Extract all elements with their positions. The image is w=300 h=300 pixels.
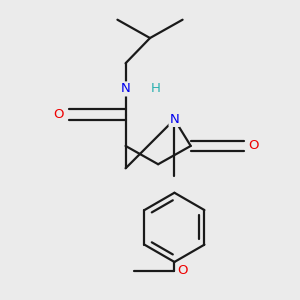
Text: N: N [169, 113, 179, 126]
Text: N: N [121, 82, 130, 95]
Text: O: O [53, 108, 64, 121]
Text: H: H [151, 82, 161, 95]
Text: O: O [249, 140, 259, 152]
Text: O: O [177, 264, 188, 278]
